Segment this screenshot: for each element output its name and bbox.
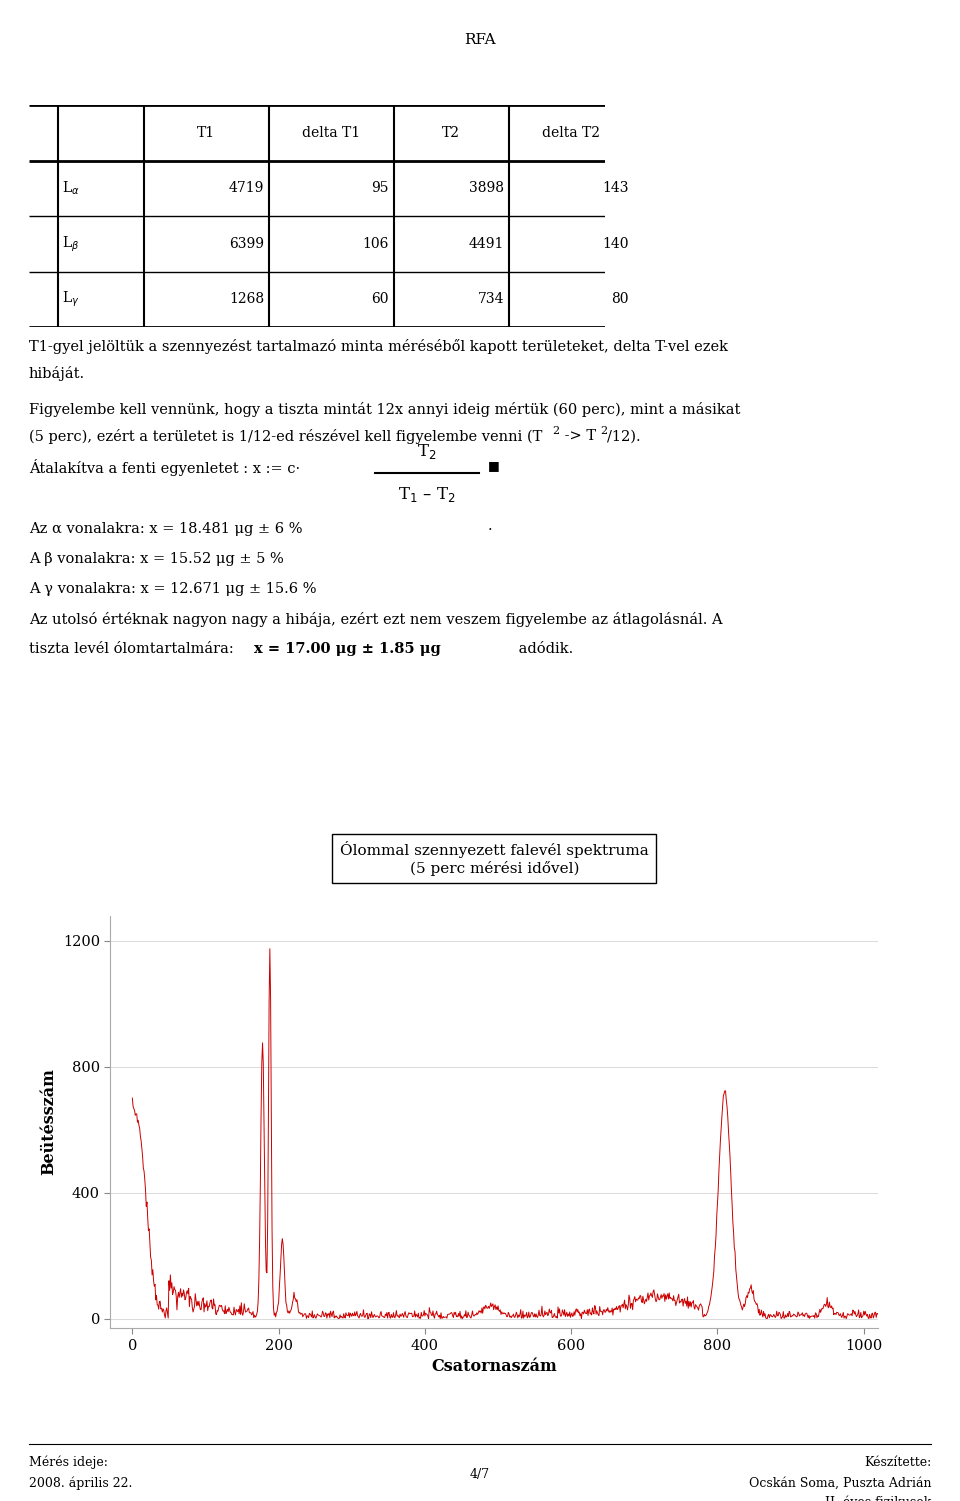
Text: L$_\beta$: L$_\beta$ [62,234,80,254]
Text: L$_\gamma$: L$_\gamma$ [62,290,80,309]
Text: A β vonalakra: x = 15.52 μg ± 5 %: A β vonalakra: x = 15.52 μg ± 5 % [29,552,283,566]
Text: RFA: RFA [465,33,495,47]
Text: (5 perc), ezért a területet is 1/12-ed részével kell figyelembe venni (T: (5 perc), ezért a területet is 1/12-ed r… [29,429,542,444]
Text: 1268: 1268 [228,293,264,306]
Text: 2: 2 [552,426,559,437]
Text: 4/7: 4/7 [470,1468,490,1481]
Text: 140: 140 [602,237,629,251]
Text: 60: 60 [372,293,389,306]
Text: 80: 80 [612,293,629,306]
Text: 2008. április 22.: 2008. április 22. [29,1477,132,1490]
Text: 3898: 3898 [469,182,504,195]
Y-axis label: Beütésszám: Beütésszám [40,1069,58,1175]
Text: Átalakítva a fenti egyenletet : x := c·: Átalakítva a fenti egyenletet : x := c· [29,459,300,476]
Text: delta T1: delta T1 [302,126,360,140]
Text: tiszta levél ólomtartalmára:: tiszta levél ólomtartalmára: [29,642,238,656]
X-axis label: Csatornaszám: Csatornaszám [432,1358,557,1375]
Text: Ólommal szennyezett falevél spektruma
(5 perc mérési idővel): Ólommal szennyezett falevél spektruma (5… [340,841,649,875]
Text: -> T: -> T [560,429,596,443]
Text: 6399: 6399 [229,237,264,251]
Text: T$_1$ – T$_2$: T$_1$ – T$_2$ [398,485,456,504]
Text: T2: T2 [443,126,460,140]
Text: Ocskán Soma, Puszta Adrián: Ocskán Soma, Puszta Adrián [749,1477,931,1490]
Text: Mérés ideje:: Mérés ideje: [29,1456,108,1469]
Text: 106: 106 [363,237,389,251]
Text: 143: 143 [602,182,629,195]
Text: T$_2$: T$_2$ [418,441,437,461]
Text: Az utolsó értéknak nagyon nagy a hibája, ezért ezt nem veszem figyelembe az átla: Az utolsó értéknak nagyon nagy a hibája,… [29,612,723,627]
Text: adódik.: adódik. [514,642,573,656]
Text: 4719: 4719 [228,182,264,195]
Text: hibáját.: hibáját. [29,366,84,381]
Text: T1-gyel jelöltük a szennyezést tartalmazó minta méréséből kapott területeket, de: T1-gyel jelöltük a szennyezést tartalmaz… [29,339,728,354]
Text: Az α vonalakra: x = 18.481 μg ± 6 %: Az α vonalakra: x = 18.481 μg ± 6 % [29,522,302,536]
Text: .: . [488,519,492,533]
Text: 2: 2 [600,426,607,437]
Text: T1: T1 [198,126,215,140]
Text: ■: ■ [488,459,499,473]
Text: 95: 95 [372,182,389,195]
Text: 734: 734 [477,293,504,306]
Text: x = 17.00 μg ± 1.85 μg: x = 17.00 μg ± 1.85 μg [254,642,442,656]
Text: /12).: /12). [607,429,640,443]
Text: 4491: 4491 [468,237,504,251]
Text: II. éves fizikusok: II. éves fizikusok [825,1496,931,1501]
Text: A γ vonalakra: x = 12.671 μg ± 15.6 %: A γ vonalakra: x = 12.671 μg ± 15.6 % [29,582,316,596]
Text: Figyelembe kell vennünk, hogy a tiszta mintát 12x annyi ideig mértük (60 perc), : Figyelembe kell vennünk, hogy a tiszta m… [29,402,740,417]
Text: L$_\alpha$: L$_\alpha$ [62,180,80,197]
Text: delta T2: delta T2 [542,126,600,140]
Text: Készítette:: Készítette: [864,1456,931,1469]
